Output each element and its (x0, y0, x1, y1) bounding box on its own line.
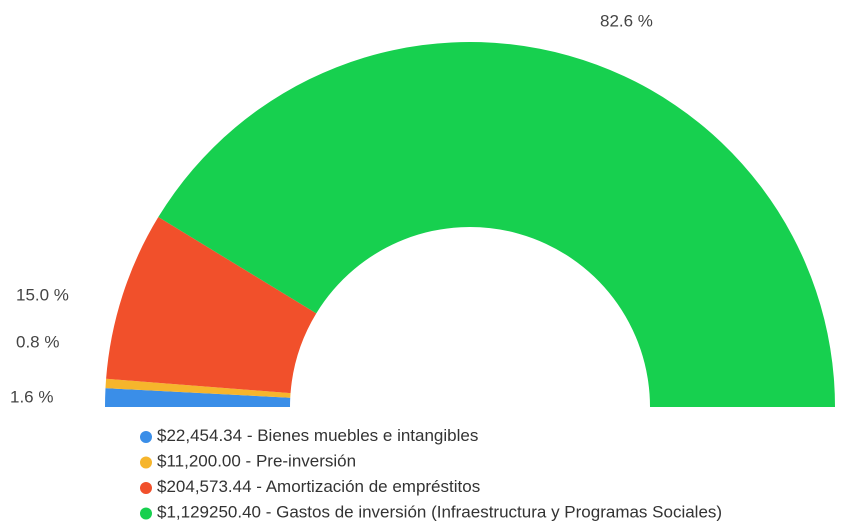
legend-value: $1,129250.40 (157, 503, 261, 522)
segment (158, 41, 836, 407)
legend-value: $22,454.34 (157, 426, 242, 445)
legend-label: Amortización de empréstitos (266, 477, 480, 496)
legend-marker (140, 482, 152, 494)
percentage-label: 0.8 % (16, 332, 59, 351)
legend-entry: $204,573.44 - Amortización de empréstito… (157, 477, 480, 496)
legend-separator: - (241, 452, 256, 471)
legend-entry: $11,200.00 - Pre-inversión (157, 452, 356, 471)
segment (105, 378, 291, 398)
segment (106, 217, 317, 394)
segment (105, 388, 291, 407)
legend-entry: $1,129250.40 - Gastos de inversión (Infr… (157, 503, 722, 522)
percentage-label: 1.6 % (10, 387, 53, 406)
legend-separator: - (252, 477, 266, 496)
percentage-label: 82.6 % (600, 11, 653, 30)
legend-entry: $22,454.34 - Bienes muebles e intangible… (157, 426, 478, 445)
legend-separator: - (242, 426, 257, 445)
percentage-label: 15.0 % (16, 285, 69, 304)
legend-label: Gastos de inversión (Infraestructura y P… (276, 503, 722, 522)
legend-label: Pre-inversión (256, 452, 356, 471)
legend-marker (140, 507, 152, 520)
legend-separator: - (261, 503, 276, 522)
legend-label: Bienes muebles e intangibles (257, 426, 478, 445)
legend-value: $11,200.00 (157, 452, 241, 471)
legend-marker (140, 456, 152, 469)
legend-value: $204,573.44 (157, 477, 252, 496)
legend-marker (140, 431, 152, 443)
